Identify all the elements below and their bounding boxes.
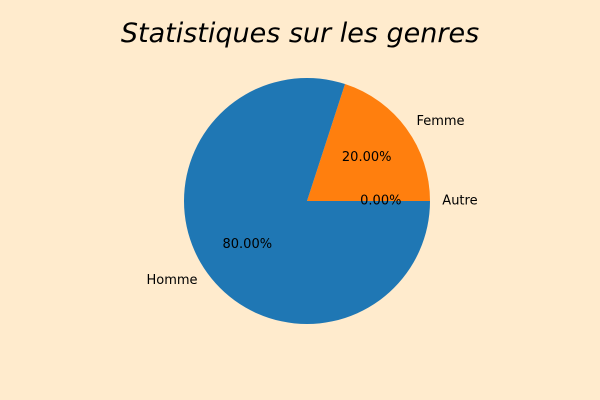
percent-label-homme: 80.00% (223, 237, 273, 252)
percent-label-autre: 0.00% (360, 194, 401, 209)
percent-label-femme: 20.00% (342, 150, 392, 165)
slice-label-homme: Homme (146, 273, 197, 288)
pie-slices (183, 78, 430, 324)
pie-slice-femme (307, 84, 430, 201)
pie-labels: Autre 0.00% Femme 20.00% Homme 80.00% (146, 114, 477, 288)
pie-slice-homme (183, 78, 430, 324)
slice-label-femme: Femme (416, 114, 464, 129)
slice-label-autre: Autre (442, 194, 477, 209)
chart-title: Statistiques sur les genres (121, 18, 479, 49)
